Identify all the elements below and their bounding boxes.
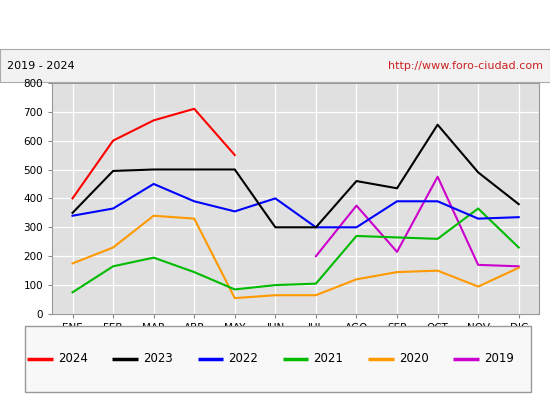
FancyBboxPatch shape	[25, 326, 531, 392]
Text: 2019: 2019	[484, 352, 514, 366]
Text: http://www.foro-ciudad.com: http://www.foro-ciudad.com	[388, 61, 543, 70]
Text: 2024: 2024	[58, 352, 87, 366]
Text: 2022: 2022	[228, 352, 258, 366]
Text: Evolucion Nº Turistas Extranjeros en el municipio de Tabernas: Evolucion Nº Turistas Extranjeros en el …	[69, 18, 481, 32]
Text: 2019 - 2024: 2019 - 2024	[7, 61, 74, 70]
Text: 2021: 2021	[314, 352, 343, 366]
Text: 2023: 2023	[143, 352, 173, 366]
Text: 2020: 2020	[399, 352, 428, 366]
